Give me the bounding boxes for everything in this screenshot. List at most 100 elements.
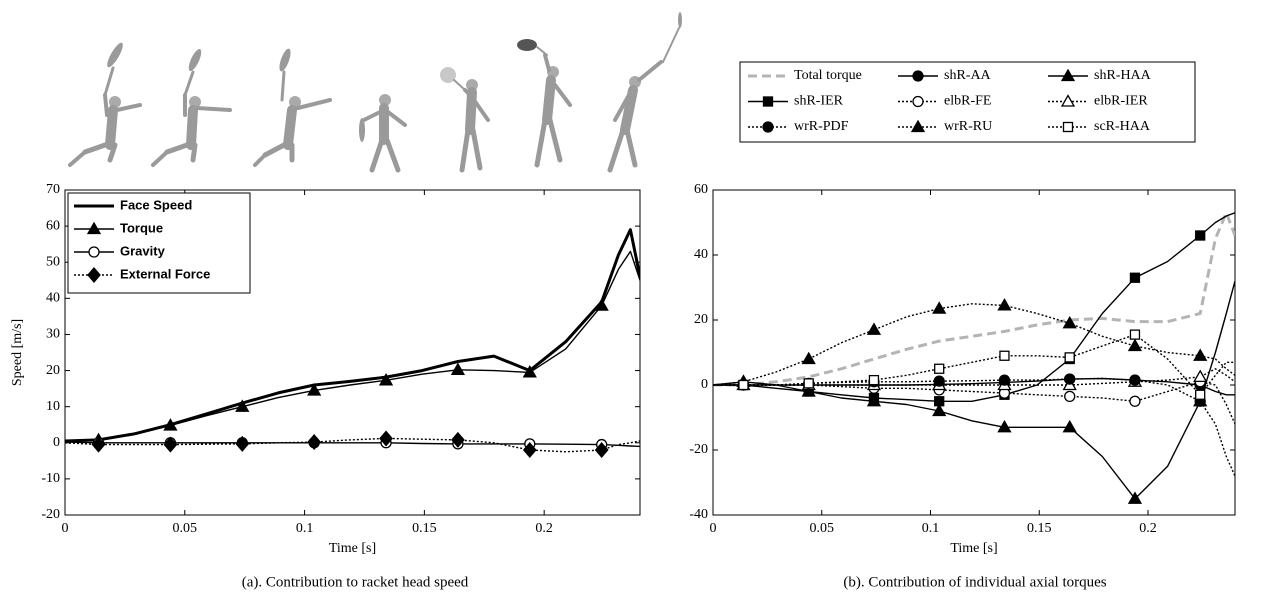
x-tick-label: 0.05	[173, 521, 198, 536]
marker	[235, 399, 250, 412]
y-tick-label: 40	[46, 291, 60, 306]
marker	[1129, 329, 1141, 340]
marker	[1195, 230, 1206, 241]
legend-label: wrR-PDF	[794, 119, 849, 134]
marker	[997, 419, 1012, 433]
legend-label: External Force	[120, 266, 210, 281]
x-axis-label: Time [s]	[950, 541, 997, 556]
legend: Total torque shR-AA shR-HAA shR-IER elbR-FE e…	[739, 61, 1196, 143]
marker	[307, 434, 322, 451]
stick-figure	[607, 12, 682, 173]
legend-label: shR-HAA	[1094, 68, 1152, 83]
y-tick-label: -10	[41, 471, 60, 486]
marker	[1195, 389, 1206, 400]
marker	[997, 298, 1012, 311]
y-tick-label: 30	[46, 327, 60, 342]
marker	[522, 442, 537, 458]
y-tick-label: 0	[701, 377, 708, 392]
y-tick-label: 60	[694, 182, 708, 197]
marker	[1064, 390, 1076, 403]
marker	[1064, 373, 1076, 385]
series-line	[713, 368, 1235, 386]
marker	[1127, 491, 1143, 504]
series-line	[713, 377, 1235, 477]
x-tick-label: 0.2	[535, 521, 553, 536]
x-tick-label: 0	[710, 521, 717, 536]
y-tick-label: -40	[689, 507, 708, 522]
marker	[451, 431, 465, 448]
legend-label: elbR-IER	[1094, 94, 1148, 109]
x-axis-label: Time [s]	[329, 541, 376, 556]
marker	[932, 403, 947, 417]
marker	[522, 365, 537, 378]
plot-area	[713, 211, 1235, 500]
series-line	[713, 333, 1235, 396]
stick-figures	[68, 12, 682, 173]
legend-label: Gravity	[120, 243, 166, 258]
marker	[868, 392, 880, 404]
marker	[999, 350, 1010, 361]
marker	[91, 436, 106, 453]
y-axis-label: Speed [m/s]	[10, 319, 25, 386]
marker	[379, 430, 393, 447]
series-line	[65, 441, 640, 448]
legend-label: Face Speed	[120, 197, 192, 212]
marker	[163, 418, 178, 431]
legend: Face Speed Torque Gravity External Force	[67, 192, 251, 294]
x-tick-label: 0.15	[412, 521, 437, 536]
series-line	[713, 211, 1235, 387]
marker	[933, 375, 945, 387]
stick-figure	[68, 42, 142, 167]
stick-figure	[359, 94, 407, 173]
y-tick-label: 50	[46, 254, 60, 269]
series-line	[65, 437, 640, 453]
marker	[1064, 352, 1075, 363]
marker	[1127, 338, 1143, 352]
marker	[1129, 374, 1141, 386]
marker	[801, 351, 816, 365]
marker	[1060, 94, 1076, 107]
marker	[307, 383, 322, 396]
marker	[1062, 121, 1074, 133]
marker	[910, 119, 926, 133]
y-tick-label: 40	[694, 247, 708, 262]
marker	[1193, 348, 1208, 361]
x-tick-label: 0.2	[1139, 521, 1157, 536]
marker	[912, 95, 924, 108]
x-tick-label: 0.15	[1027, 521, 1052, 536]
y-tick-label: -20	[41, 507, 60, 522]
chart: -20 -10 0 10 20 30 40 50 60 70 0 0.05 0.1 0.15 0.2 Time…	[10, 182, 641, 590]
stick-figure	[151, 48, 232, 167]
stick-figure	[440, 67, 490, 173]
marker	[1193, 369, 1208, 383]
legend-label: scR-HAA	[1094, 119, 1151, 134]
y-tick-label: 0	[53, 435, 60, 450]
y-tick-label: 60	[46, 218, 60, 233]
x-tick-label: 0	[62, 521, 69, 536]
marker	[594, 298, 609, 311]
marker	[235, 435, 250, 452]
stick-figure	[253, 48, 332, 167]
marker	[88, 246, 100, 258]
marker	[1129, 272, 1141, 283]
y-tick-label: 10	[46, 399, 60, 414]
legend-label: elbR-FE	[944, 94, 991, 109]
y-tick-label: -20	[689, 442, 708, 457]
legend-label: shR-AA	[944, 68, 992, 83]
marker	[998, 374, 1011, 386]
marker	[378, 372, 394, 386]
y-tick-label: 20	[46, 363, 60, 378]
x-tick-label: 0.05	[810, 521, 835, 536]
marker	[866, 322, 882, 335]
legend-label: shR-IER	[794, 94, 844, 109]
caption: (b). Contribution of individual axial to…	[843, 574, 1106, 590]
marker	[450, 362, 466, 375]
marker	[934, 363, 945, 374]
plot-frame	[64, 189, 641, 516]
x-tick-label: 0.1	[296, 521, 314, 536]
marker	[868, 374, 880, 386]
marker	[1062, 419, 1077, 433]
series-line	[713, 303, 1235, 386]
